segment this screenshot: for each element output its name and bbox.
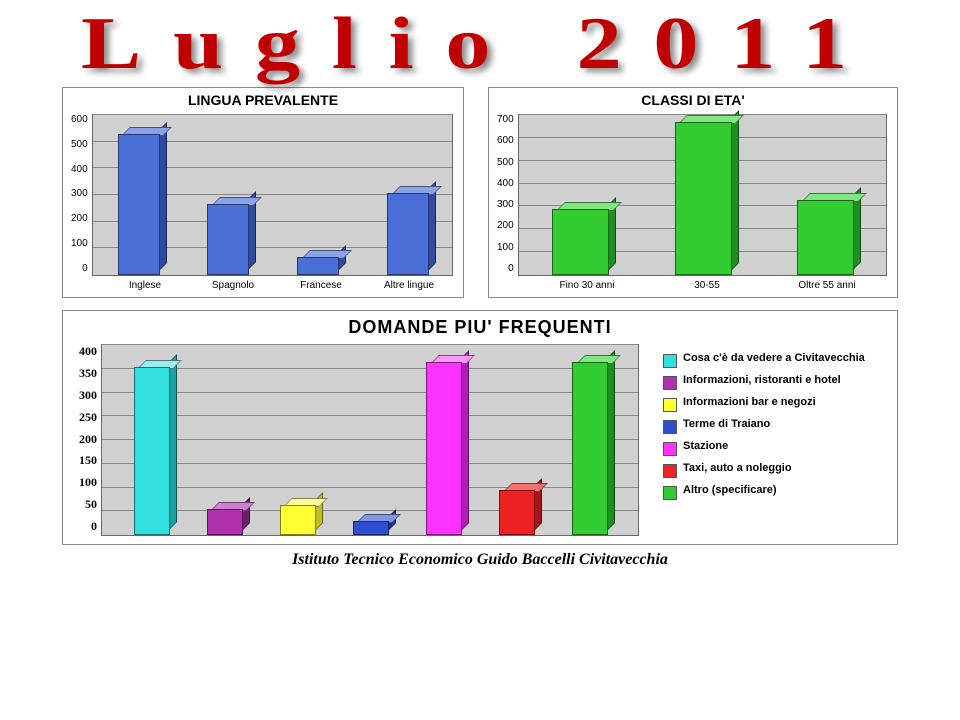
chart-title: DOMANDE PIU' FREQUENTI xyxy=(63,311,897,344)
y-tick-label: 100 xyxy=(497,242,514,253)
legend-item: Altro (specificare) xyxy=(663,484,889,500)
legend-swatch xyxy=(663,486,677,500)
x-labels: Fino 30 anni30-55Oltre 55 anni xyxy=(527,276,887,297)
legend-label: Informazioni, ristoranti e hotel xyxy=(683,374,841,387)
legend-swatch xyxy=(663,442,677,456)
x-tick-label: Francese xyxy=(277,280,365,291)
y-tick-label: 300 xyxy=(79,388,97,403)
x-tick-label: Fino 30 anni xyxy=(527,280,647,291)
footer: Istituto Tecnico Economico Guido Baccell… xyxy=(0,551,960,569)
y-tick-label: 300 xyxy=(71,188,88,199)
legend-item: Cosa c'è da vedere a Civitavecchia xyxy=(663,352,889,368)
bar xyxy=(422,364,464,535)
chart-domande-frequenti: DOMANDE PIU' FREQUENTI 400 350 300 250 200 15… xyxy=(62,310,898,545)
bar xyxy=(287,259,347,275)
legend-swatch xyxy=(663,354,677,368)
y-axis: 400 350 300 250 200 150 100 50 0 xyxy=(71,344,101,534)
y-tick-label: 300 xyxy=(497,199,514,210)
legend-label: Altro (specificare) xyxy=(683,484,777,497)
y-tick-label: 250 xyxy=(79,410,97,425)
legend-item: Terme di Traiano xyxy=(663,418,889,434)
legend-label: Stazione xyxy=(683,440,728,453)
y-tick-label: 600 xyxy=(497,135,514,146)
y-tick-label: 0 xyxy=(91,519,97,534)
y-tick-label: 0 xyxy=(82,263,88,274)
top-row: LINGUA PREVALENTE 600 500 400 300 200 100 0 In… xyxy=(0,87,960,298)
chart-classi-eta: CLASSI DI ETA' 700 600 500 400 300 200 100 0 Fi… xyxy=(488,87,898,298)
y-tick-label: 50 xyxy=(85,497,97,512)
bar xyxy=(377,195,437,275)
y-tick-label: 200 xyxy=(497,220,514,231)
legend-item: Informazioni bar e negozi xyxy=(663,396,889,412)
y-tick-label: 400 xyxy=(79,344,97,359)
x-tick-label: Altre lingue xyxy=(365,280,453,291)
chart-lingua-prevalente: LINGUA PREVALENTE 600 500 400 300 200 100 0 In… xyxy=(62,87,464,298)
plot-area xyxy=(92,114,453,276)
bar xyxy=(197,206,257,275)
legend-label: Informazioni bar e negozi xyxy=(683,396,816,409)
legend-swatch xyxy=(663,464,677,478)
y-axis: 600 500 400 300 200 100 0 xyxy=(63,114,92,274)
y-tick-label: 200 xyxy=(71,213,88,224)
plot-area xyxy=(518,114,887,276)
legend-swatch xyxy=(663,420,677,434)
y-axis: 700 600 500 400 300 200 100 0 xyxy=(489,114,518,274)
y-tick-label: 500 xyxy=(497,157,514,168)
y-tick-label: 350 xyxy=(79,366,97,381)
chart-title: CLASSI DI ETA' xyxy=(489,88,897,114)
bar xyxy=(130,369,172,535)
y-tick-label: 100 xyxy=(71,238,88,249)
y-tick-label: 200 xyxy=(79,432,97,447)
legend-swatch xyxy=(663,376,677,390)
chart-title: LINGUA PREVALENTE xyxy=(63,88,463,114)
bar xyxy=(349,523,391,535)
legend-swatch xyxy=(663,398,677,412)
y-tick-label: 400 xyxy=(497,178,514,189)
x-tick-label: Oltre 55 anni xyxy=(767,280,887,291)
legend-item: Taxi, auto a noleggio xyxy=(663,462,889,478)
bar xyxy=(550,211,610,275)
y-tick-label: 150 xyxy=(79,453,97,468)
legend-label: Cosa c'è da vedere a Civitavecchia xyxy=(683,352,865,365)
y-tick-label: 500 xyxy=(71,139,88,150)
bar xyxy=(108,136,168,275)
bar xyxy=(495,492,537,535)
legend-item: Stazione xyxy=(663,440,889,456)
bar xyxy=(568,364,610,535)
legend-item: Informazioni, ristoranti e hotel xyxy=(663,374,889,390)
y-tick-label: 0 xyxy=(508,263,514,274)
y-tick-label: 700 xyxy=(497,114,514,125)
y-tick-label: 600 xyxy=(71,114,88,125)
x-labels: IngleseSpagnoloFranceseAltre lingue xyxy=(101,276,453,297)
legend: Cosa c'è da vedere a Civitavecchia Inform… xyxy=(663,344,889,536)
x-tick-label: Spagnolo xyxy=(189,280,277,291)
page-title: Luglio 2011 xyxy=(0,2,960,87)
bar xyxy=(672,124,732,275)
y-tick-label: 400 xyxy=(71,164,88,175)
legend-label: Taxi, auto a noleggio xyxy=(683,462,792,475)
bar xyxy=(203,511,245,535)
x-tick-label: Inglese xyxy=(101,280,189,291)
x-tick-label: 30-55 xyxy=(647,280,767,291)
bar xyxy=(795,202,855,275)
plot-area xyxy=(101,344,639,536)
bar xyxy=(276,507,318,536)
legend-label: Terme di Traiano xyxy=(683,418,770,431)
y-tick-label: 100 xyxy=(79,475,97,490)
